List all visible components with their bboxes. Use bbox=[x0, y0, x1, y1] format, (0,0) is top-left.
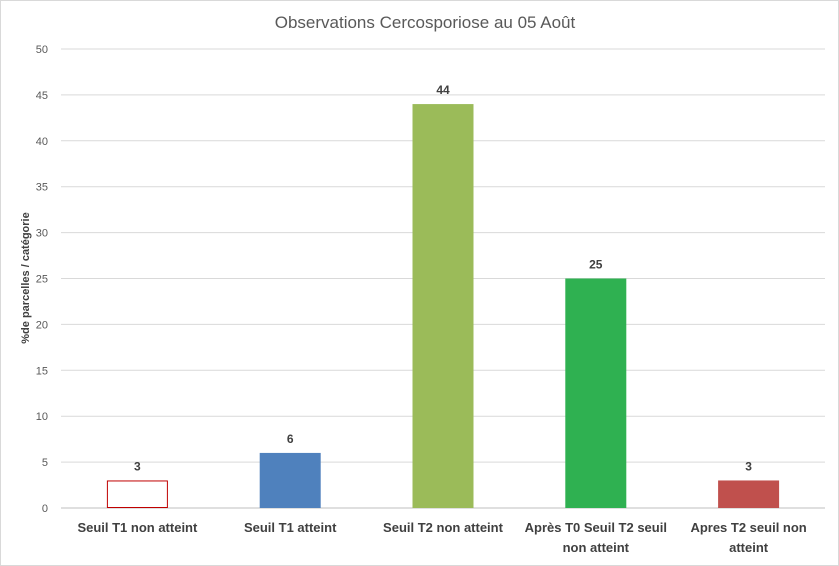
data-labels: 3 6 44 25 3 bbox=[134, 83, 752, 473]
bar-value-label: 44 bbox=[436, 83, 450, 97]
y-tick-label: 25 bbox=[36, 274, 48, 286]
category-label: Apres T2 seuil non bbox=[690, 520, 806, 535]
y-tick-label: 10 bbox=[36, 411, 48, 423]
category-label: Seuil T1 non atteint bbox=[77, 520, 198, 535]
category-label: atteint bbox=[729, 540, 769, 555]
y-tick-label: 5 bbox=[42, 457, 48, 469]
bar bbox=[718, 480, 780, 508]
category-label: non atteint bbox=[563, 540, 630, 555]
y-tick-label: 20 bbox=[36, 319, 48, 331]
bar bbox=[565, 278, 627, 508]
bar-value-label: 6 bbox=[287, 432, 294, 446]
category-label: Après T0 Seuil T2 seuil bbox=[525, 520, 667, 535]
category-label: Seuil T2 non atteint bbox=[383, 520, 504, 535]
y-axis-label: %de parcelles / catégorie bbox=[20, 212, 32, 343]
bar bbox=[106, 480, 168, 508]
y-tick-label: 15 bbox=[36, 365, 48, 377]
y-tick-label: 35 bbox=[36, 182, 48, 194]
bars bbox=[106, 104, 780, 508]
bar-value-label: 25 bbox=[589, 258, 603, 272]
y-tick-label: 45 bbox=[36, 90, 48, 102]
chart-title: Observations Cercosporiose au 05 Août bbox=[275, 13, 576, 32]
y-tick-label: 30 bbox=[36, 228, 48, 240]
y-tick-label: 0 bbox=[42, 503, 48, 515]
bar bbox=[412, 104, 474, 508]
category-labels: Seuil T1 non atteint Seuil T1 atteint Seui… bbox=[77, 520, 806, 555]
bar-value-label: 3 bbox=[745, 459, 752, 473]
bar-value-label: 3 bbox=[134, 459, 141, 473]
category-label: Seuil T1 atteint bbox=[244, 520, 337, 535]
y-tick-label: 40 bbox=[36, 136, 48, 148]
y-tick-label: 50 bbox=[36, 44, 48, 56]
y-axis-ticks: 0 5 10 15 20 25 30 35 40 45 50 bbox=[36, 44, 48, 515]
bar bbox=[259, 452, 321, 508]
